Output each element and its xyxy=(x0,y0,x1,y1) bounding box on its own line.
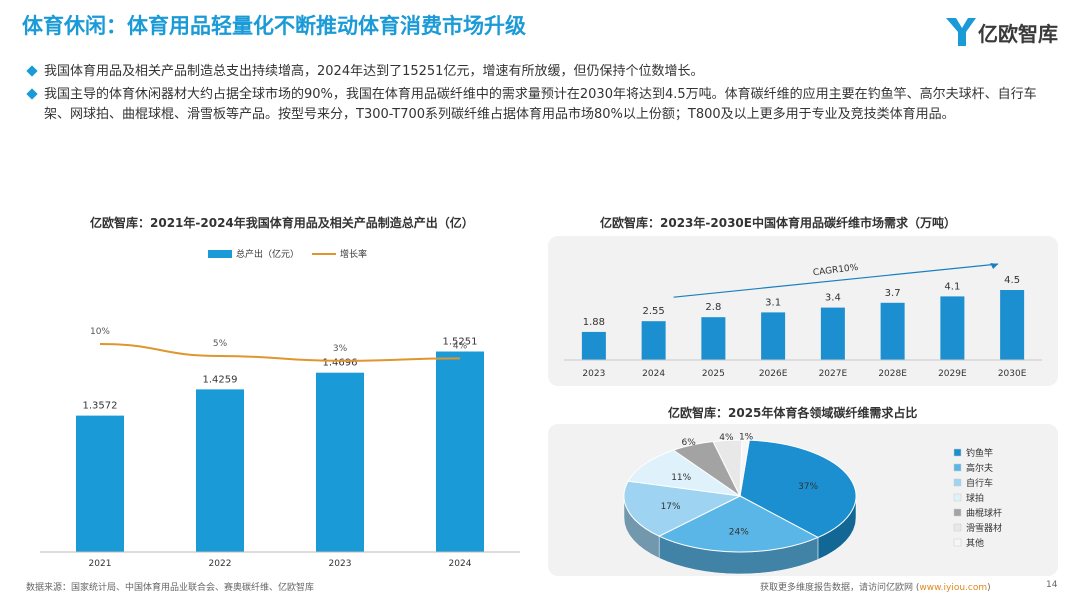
diamond-icon xyxy=(26,88,38,100)
growth-value-label: 4% xyxy=(453,341,468,351)
x-tick-label: 2029E xyxy=(938,369,967,379)
pie-value-label: 6% xyxy=(681,438,696,448)
chart2-title: 亿欧智库：2023年-2030E中国体育用品碳纤维市场需求（万吨） xyxy=(600,216,956,230)
pie-value-label: 24% xyxy=(729,528,749,538)
x-tick-label: 2022 xyxy=(209,559,232,569)
cta-prefix: 获取更多维度报告数据，请访问亿欧网 ( xyxy=(760,583,920,593)
pie-value-label: 17% xyxy=(661,502,681,512)
cta-note: 获取更多维度报告数据，请访问亿欧网 (www.iyiou.com) xyxy=(760,580,991,593)
x-tick-label: 2026E xyxy=(759,369,788,379)
pie-value-label: 37% xyxy=(798,482,818,492)
bar-value-label: 3.4 xyxy=(825,293,841,304)
legend-label: 钓鱼竿 xyxy=(966,447,993,459)
legend-swatch xyxy=(953,508,962,517)
x-tick-label: 2024 xyxy=(642,369,665,379)
bar-value-label: 4.1 xyxy=(944,281,960,292)
bar-value-label: 3.1 xyxy=(765,297,781,308)
legend-label: 滑雪器材 xyxy=(966,522,1002,534)
bar xyxy=(940,296,965,360)
bar-value-label: 1.4696 xyxy=(323,358,358,369)
bullet-list: 我国体育用品及相关产品制造总支出持续增高，2024年达到了15251亿元，增速有… xyxy=(26,62,1056,128)
bar xyxy=(880,302,905,360)
logo-text: 亿欧智库 xyxy=(978,22,1058,46)
legend-swatch xyxy=(953,463,962,472)
legend-swatch xyxy=(953,523,962,532)
legend-swatch xyxy=(953,478,962,487)
bar xyxy=(316,372,364,552)
legend-swatch xyxy=(953,448,962,457)
legend-label: 球拍 xyxy=(966,492,984,504)
bar-value-label: 4.5 xyxy=(1004,275,1020,286)
cta-link[interactable]: www.iyiou.com xyxy=(919,583,988,593)
cagr-arrow xyxy=(673,263,999,298)
growth-line xyxy=(99,343,461,362)
pie-slice xyxy=(627,449,741,497)
pie-value-label: 11% xyxy=(671,473,691,483)
x-tick-label: 2028E xyxy=(878,369,907,379)
pie-value-label: 1% xyxy=(739,433,754,443)
bar xyxy=(820,307,845,360)
bar-value-label: 1.4259 xyxy=(203,374,238,385)
page-number: 14 xyxy=(1046,580,1058,590)
bar-value-label: 2.8 xyxy=(705,302,721,313)
legend-label-growth: 增长率 xyxy=(340,248,367,260)
bar xyxy=(581,331,606,360)
bar-value-label: 1.3572 xyxy=(83,401,118,412)
pie-slice xyxy=(739,439,857,539)
x-tick-label: 2023 xyxy=(329,559,352,569)
bar xyxy=(1000,290,1025,360)
x-tick-label: 2025 xyxy=(702,369,725,379)
bar xyxy=(641,321,666,360)
bullet-item: 我国体育用品及相关产品制造总支出持续增高，2024年达到了15251亿元，增速有… xyxy=(26,62,1056,82)
bullet-text: 我国体育用品及相关产品制造总支出持续增高，2024年达到了15251亿元，增速有… xyxy=(44,64,704,79)
chart2: 1.88 2023 2.55 2024 2.8 2025 3.1 2026E 3.4 2027E 3… xyxy=(564,263,1042,379)
page-title: 体育休闲：体育用品轻量化不断推动体育消费市场升级 xyxy=(22,14,526,38)
cagr-annotation: CAGR10% xyxy=(812,263,859,279)
chart2-panel xyxy=(548,236,1058,386)
bar-value-label: 1.5251 xyxy=(443,337,478,348)
logo-icon xyxy=(946,18,976,46)
chart1-title: 亿欧智库：2021年-2024年我国体育用品及相关产品制造总产出（亿） xyxy=(90,216,474,230)
growth-value-label: 3% xyxy=(333,344,348,354)
growth-value-label: 10% xyxy=(90,327,110,337)
bullet-item: 我国主导的体育休闲器材大约占据全球市场的90%，我国在体育用品碳纤维中的需求量预… xyxy=(26,85,1056,125)
bar xyxy=(76,415,124,552)
bar xyxy=(436,351,484,552)
source-note: 数据来源：国家统计局、中国体育用品业联合会、赛奥碳纤维、亿欧智库 xyxy=(26,583,315,593)
legend-swatch-output xyxy=(208,250,232,258)
bar xyxy=(196,389,244,552)
bar-value-label: 2.55 xyxy=(642,306,664,317)
x-tick-label: 2021 xyxy=(89,559,112,569)
bar xyxy=(701,317,726,360)
legend-label-output: 总产出（亿元） xyxy=(236,248,299,260)
legend-label: 自行车 xyxy=(966,477,993,489)
legend-swatch xyxy=(953,493,962,502)
x-tick-label: 2027E xyxy=(819,369,848,379)
x-tick-label: 2023 xyxy=(582,369,605,379)
chart3-title: 亿欧智库：2025年体育各领域碳纤维需求占比 xyxy=(668,406,918,420)
legend-label: 其他 xyxy=(966,537,984,549)
legend-swatch xyxy=(953,538,962,547)
pie-slice xyxy=(739,439,750,497)
chart1: 总产出（亿元） 增长率 1.3572 2021 10% 1.4259 2022 5% 1.469… xyxy=(40,248,520,569)
cta-suffix: ) xyxy=(987,583,991,593)
legend-label: 高尔夫 xyxy=(966,462,993,474)
bullet-text: 我国主导的体育休闲器材大约占据全球市场的90%，我国在体育用品碳纤维中的需求量预… xyxy=(44,87,1037,122)
x-tick-label: 2024 xyxy=(449,559,472,569)
x-tick-label: 2030E xyxy=(998,369,1027,379)
bar-value-label: 3.7 xyxy=(885,288,901,299)
pie-value-label: 4% xyxy=(719,433,734,443)
bar-value-label: 1.88 xyxy=(583,317,605,328)
pie-slice xyxy=(658,495,820,553)
bar xyxy=(761,312,786,360)
diamond-icon xyxy=(26,65,38,77)
legend-label: 曲棍球杆 xyxy=(966,507,1002,519)
cagr-arrowhead xyxy=(990,263,999,269)
growth-value-label: 5% xyxy=(213,339,228,349)
pie-slice xyxy=(623,480,742,537)
